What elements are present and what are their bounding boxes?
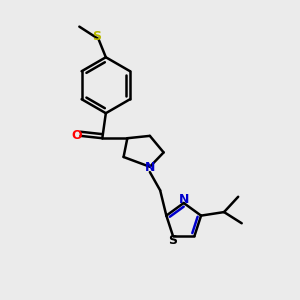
- Text: N: N: [145, 161, 156, 174]
- Text: O: O: [71, 129, 82, 142]
- Text: S: S: [169, 234, 178, 247]
- Text: N: N: [179, 193, 190, 206]
- Text: S: S: [92, 30, 101, 43]
